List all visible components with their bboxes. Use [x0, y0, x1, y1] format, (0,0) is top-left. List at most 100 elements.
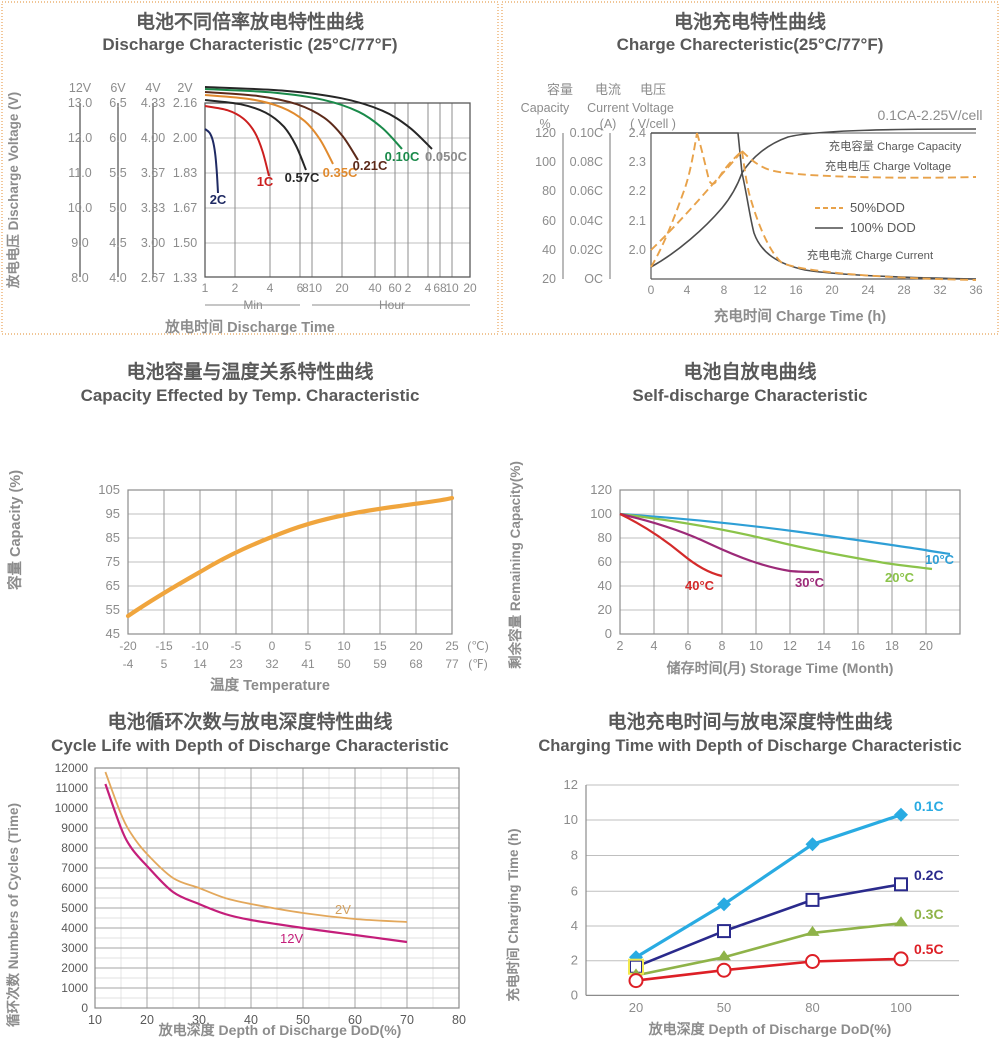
- svg-text:100: 100: [890, 1000, 912, 1015]
- svg-text:Discharge Characteristic (25°C: Discharge Characteristic (25°C/77°F): [102, 35, 397, 54]
- svg-text:5000: 5000: [61, 901, 88, 915]
- svg-text:100: 100: [535, 155, 556, 169]
- svg-text:12: 12: [783, 639, 797, 653]
- svg-text:5: 5: [161, 657, 168, 671]
- svg-text:1.83: 1.83: [173, 166, 197, 180]
- svg-text:0.57C: 0.57C: [285, 170, 320, 185]
- svg-text:3.00: 3.00: [141, 236, 165, 250]
- svg-text:32: 32: [933, 283, 947, 297]
- svg-text:4000: 4000: [61, 921, 88, 935]
- svg-text:放电时间 Discharge Time: 放电时间 Discharge Time: [164, 318, 335, 336]
- svg-text:2.1: 2.1: [629, 214, 646, 228]
- svg-text:0: 0: [269, 639, 276, 653]
- svg-text:20°C: 20°C: [885, 570, 915, 585]
- svg-text:电池自放电曲线: 电池自放电曲线: [683, 360, 816, 383]
- svg-text:充电时间 Charging Time (h): 充电时间 Charging Time (h): [505, 828, 521, 1001]
- svg-text:40: 40: [542, 243, 556, 257]
- svg-text:Capacity: Capacity: [521, 101, 570, 115]
- svg-text:100: 100: [590, 506, 612, 521]
- svg-text:-20: -20: [119, 639, 137, 653]
- svg-text:放电深度 Depth of Discharge DoD(%): 放电深度 Depth of Discharge DoD(%): [158, 1022, 402, 1038]
- svg-text:2V: 2V: [335, 902, 351, 917]
- svg-text:6.0: 6.0: [109, 131, 126, 145]
- svg-text:4: 4: [425, 281, 432, 295]
- svg-text:77: 77: [445, 657, 459, 671]
- svg-text:Charge Charecteristic(25°C/77°: Charge Charecteristic(25°C/77°F): [617, 35, 884, 54]
- svg-text:10°C: 10°C: [925, 552, 955, 567]
- svg-text:0.050C: 0.050C: [425, 149, 468, 164]
- svg-text:80: 80: [805, 1000, 819, 1015]
- svg-text:0: 0: [605, 626, 612, 641]
- svg-text:Current: Current: [587, 101, 629, 115]
- svg-text:电压: 电压: [640, 82, 666, 97]
- svg-text:1.67: 1.67: [173, 201, 197, 215]
- svg-text:60: 60: [542, 214, 556, 228]
- svg-text:0.2C: 0.2C: [914, 867, 944, 883]
- svg-text:0.3C: 0.3C: [914, 906, 944, 922]
- svg-text:电流: 电流: [595, 82, 621, 97]
- svg-text:80: 80: [452, 1013, 466, 1027]
- svg-text:4.00: 4.00: [141, 131, 165, 145]
- svg-text:105: 105: [98, 482, 120, 497]
- svg-text:40: 40: [598, 578, 612, 593]
- svg-text:60: 60: [598, 554, 612, 569]
- svg-text:Capacity Effected by Temp. Cha: Capacity Effected by Temp. Characteristi…: [81, 386, 420, 405]
- svg-text:36: 36: [969, 283, 983, 297]
- svg-text:循环次数 Numbers of Cycles (Time): 循环次数 Numbers of Cycles (Time): [5, 803, 21, 1027]
- svg-text:0.1CA-2.25V/cell: 0.1CA-2.25V/cell: [877, 107, 982, 123]
- svg-text:充电电流 Charge Current: 充电电流 Charge Current: [807, 248, 934, 262]
- svg-text:0.1C: 0.1C: [914, 798, 944, 814]
- svg-text:2.16: 2.16: [173, 96, 197, 110]
- svg-text:4: 4: [267, 281, 274, 295]
- svg-text:24: 24: [861, 283, 875, 297]
- svg-text:20: 20: [598, 602, 612, 617]
- svg-text:2.3: 2.3: [629, 155, 646, 169]
- svg-text:2.67: 2.67: [141, 271, 165, 285]
- svg-text:10: 10: [749, 639, 763, 653]
- svg-text:剩余容量 Remaining Capacity(%): 剩余容量 Remaining Capacity(%): [507, 461, 523, 669]
- svg-text:65: 65: [106, 578, 120, 593]
- svg-text:6: 6: [685, 639, 692, 653]
- svg-text:电池充电特性曲线: 电池充电特性曲线: [674, 10, 826, 33]
- svg-text:0: 0: [648, 283, 655, 297]
- svg-text:6000: 6000: [61, 881, 88, 895]
- svg-text:12.0: 12.0: [68, 131, 92, 145]
- svg-text:8: 8: [719, 639, 726, 653]
- svg-text:-4: -4: [123, 657, 134, 671]
- svg-text:810: 810: [302, 281, 322, 295]
- svg-text:2: 2: [571, 953, 578, 968]
- svg-text:5: 5: [305, 639, 312, 653]
- svg-text:0.21C: 0.21C: [353, 158, 388, 173]
- svg-text:20: 20: [629, 1000, 643, 1015]
- svg-text:Cycle Life with Depth of Disch: Cycle Life with Depth of Discharge Chara…: [51, 736, 449, 755]
- svg-text:4: 4: [571, 918, 578, 933]
- svg-text:1.50: 1.50: [173, 236, 197, 250]
- svg-text:8: 8: [571, 848, 578, 863]
- svg-text:12V: 12V: [69, 81, 92, 95]
- svg-text:-5: -5: [231, 639, 242, 653]
- svg-text:68: 68: [409, 657, 423, 671]
- svg-text:16: 16: [851, 639, 865, 653]
- svg-text:40: 40: [368, 281, 382, 295]
- svg-text:2.00: 2.00: [173, 131, 197, 145]
- svg-text:Min: Min: [243, 298, 262, 312]
- svg-text:4.33: 4.33: [141, 96, 165, 110]
- svg-text:6.5: 6.5: [109, 96, 126, 110]
- svg-text:2.2: 2.2: [629, 184, 646, 198]
- svg-text:55: 55: [106, 602, 120, 617]
- svg-text:0.5C: 0.5C: [914, 941, 944, 957]
- svg-text:1.33: 1.33: [173, 271, 197, 285]
- svg-text:25: 25: [445, 639, 459, 653]
- svg-text:85: 85: [106, 530, 120, 545]
- svg-text:Self-discharge Characteristic: Self-discharge Characteristic: [632, 386, 867, 405]
- svg-text:30°C: 30°C: [795, 575, 825, 590]
- svg-text:1000: 1000: [61, 981, 88, 995]
- svg-text:7000: 7000: [61, 861, 88, 875]
- svg-text:-10: -10: [191, 639, 209, 653]
- svg-text:15: 15: [373, 639, 387, 653]
- svg-text:(℃): (℃): [467, 639, 488, 653]
- svg-text:20: 20: [463, 281, 477, 295]
- svg-text:80: 80: [598, 530, 612, 545]
- svg-text:20: 20: [919, 639, 933, 653]
- svg-text:2C: 2C: [210, 192, 227, 207]
